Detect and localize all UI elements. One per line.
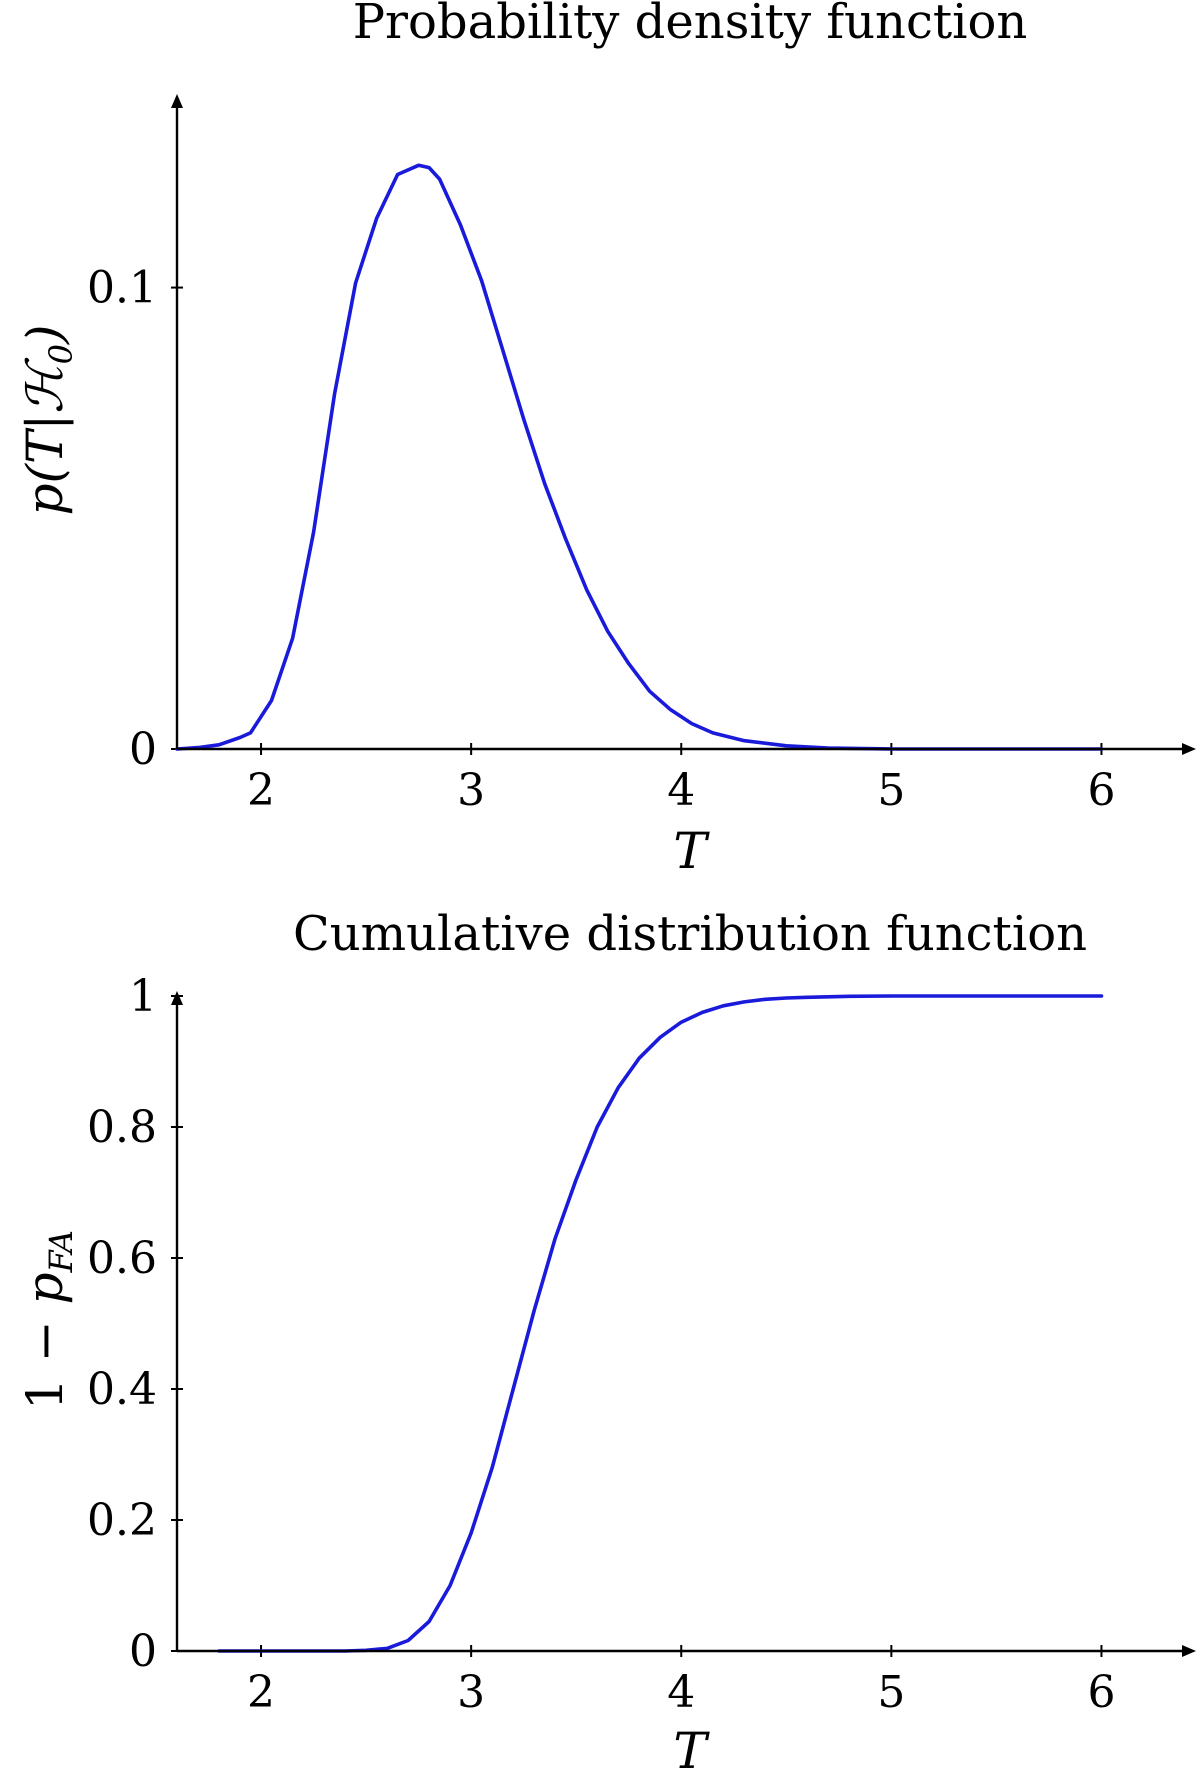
cdf-y-tick-label-2: 0.4	[87, 1364, 157, 1415]
cdf-y-label-prefix: 1 −	[16, 1305, 74, 1411]
cdf-chart: Cumulative distribution function 2 3 4 5 6 0 0…	[16, 906, 1196, 1773]
cdf-x-tick-label-5: 5	[877, 1667, 905, 1718]
pdf-x-tick-label-5: 5	[877, 765, 905, 816]
cdf-x-tick-label-3: 3	[457, 1667, 485, 1718]
pdf-x-tick-label-4: 4	[667, 765, 695, 816]
pdf-x-tick-label-3: 3	[457, 765, 485, 816]
cdf-y-axis-arrow	[171, 991, 183, 1005]
cdf-chart-title: Cumulative distribution function	[293, 906, 1087, 962]
pdf-series-line	[175, 163, 1104, 751]
cdf-x-tick-label-6: 6	[1087, 1667, 1115, 1718]
cdf-y-tick-label-4: 0.8	[87, 1102, 157, 1153]
cdf-axes	[171, 991, 1196, 1657]
cdf-y-tick-label-1: 0.2	[87, 1495, 157, 1546]
pdf-y-axis-label: p(T|ℋ0)	[16, 324, 80, 515]
pdf-x-axis-arrow	[1182, 743, 1196, 755]
cdf-x-tick-label-2: 2	[247, 1667, 275, 1718]
pdf-x-tick-label-2: 2	[247, 765, 275, 816]
pdf-axes	[171, 94, 1196, 755]
cdf-y-tick-label-0: 0	[129, 1626, 157, 1677]
cdf-y-label-sub: FA	[42, 1230, 80, 1274]
cdf-y-tick-label-3: 0.6	[87, 1233, 157, 1284]
pdf-y-tick-label-0: 0	[129, 724, 157, 775]
cdf-series-line	[217, 994, 1104, 1653]
pdf-chart: Probability density function 2 3 4 5 6 0 0.1 T…	[16, 0, 1196, 880]
cdf-x-tick-label-4: 4	[667, 1667, 695, 1718]
pdf-y-label-script: ℋ	[16, 357, 74, 414]
pdf-y-label-prefix: p(T|	[16, 414, 74, 516]
cdf-y-label-var: p	[16, 1273, 74, 1305]
cdf-x-axis-label: T	[673, 1722, 710, 1773]
pdf-y-tick-label-1: 0.1	[87, 263, 157, 314]
cdf-ticks: 2 3 4 5 6 0 0.2 0.4 0.6 0.8 1	[87, 971, 1115, 1718]
cdf-y-tick-label-5: 1	[129, 971, 157, 1022]
pdf-y-axis-arrow	[171, 94, 183, 108]
pdf-y-label-sub: 0	[42, 344, 80, 364]
pdf-ticks: 2 3 4 5 6 0 0.1	[87, 263, 1115, 816]
pdf-y-label-suffix: )	[16, 324, 74, 345]
pdf-x-tick-label-6: 6	[1087, 765, 1115, 816]
cdf-x-axis-arrow	[1182, 1645, 1196, 1657]
cdf-y-axis-label: 1 − pFA	[16, 1230, 80, 1410]
pdf-x-axis-label: T	[673, 822, 710, 880]
pdf-chart-title: Probability density function	[353, 0, 1028, 50]
